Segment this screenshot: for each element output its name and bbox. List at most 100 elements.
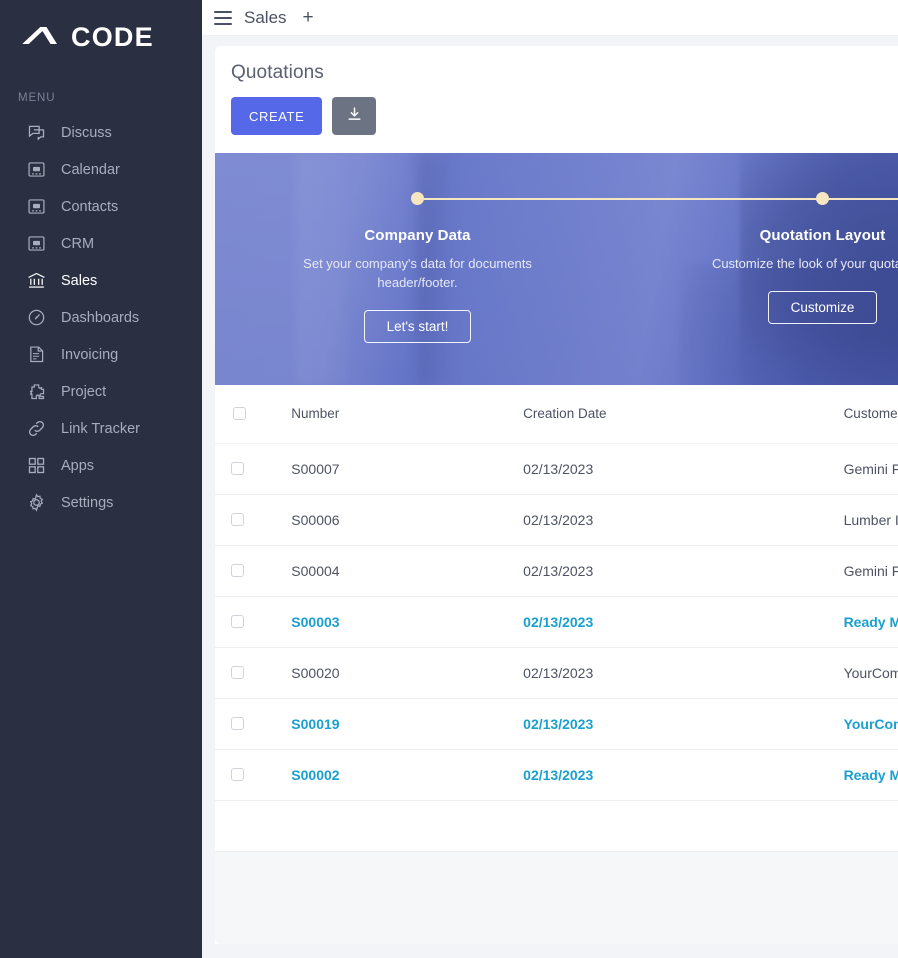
cell-number: S00007	[291, 460, 340, 477]
download-button[interactable]	[332, 97, 377, 135]
cell-creation-date: 02/13/2023	[523, 511, 594, 528]
column-header-number[interactable]: Number	[291, 385, 524, 444]
sidebar-item-apps[interactable]: Apps	[0, 447, 202, 484]
discuss-icon	[26, 122, 47, 143]
download-icon	[346, 106, 363, 126]
sidebar-item-label: Settings	[61, 494, 114, 511]
onboarding-steps: Company Data Set your company's data for…	[215, 153, 898, 385]
table-row[interactable]: S00007 02/13/2023 Gemini Furniture	[215, 443, 898, 494]
row-checkbox[interactable]	[231, 717, 244, 730]
sidebar-item-contacts[interactable]: Contacts	[0, 188, 202, 225]
table-row[interactable]: S00020 02/13/2023 YourCompany, Joel Willis	[215, 647, 898, 698]
sidebar-menu-label: MENU	[18, 92, 56, 104]
row-select-cell	[215, 749, 291, 800]
onboarding-banner: Company Data Set your company's data for…	[215, 153, 898, 385]
table-row[interactable]: S00002 02/13/2023 Ready Mat	[215, 749, 898, 800]
sidebar-item-discuss[interactable]: Discuss	[0, 114, 202, 151]
invoicing-icon	[26, 344, 47, 365]
cell-customer: Ready Mat	[843, 766, 898, 783]
onboarding-step-company-data: Company Data Set your company's data for…	[215, 153, 829, 343]
row-checkbox[interactable]	[231, 513, 244, 526]
cell-customer: Ready Mat	[843, 613, 898, 630]
brand-logo[interactable]: CODE	[0, 0, 202, 74]
row-select-cell	[215, 494, 291, 545]
sidebar-item-label: Calendar	[61, 161, 120, 178]
create-button[interactable]: CREATE	[231, 97, 323, 135]
link-icon	[26, 418, 47, 439]
row-checkbox[interactable]	[231, 615, 244, 628]
gear-icon	[26, 492, 47, 513]
table-row[interactable]: S00004 02/13/2023 Gemini Furniture	[215, 545, 898, 596]
sidebar-item-label: Sales	[61, 272, 98, 289]
table-row[interactable]: S00003 02/13/2023 Ready Mat	[215, 596, 898, 647]
row-checkbox[interactable]	[231, 462, 244, 475]
main-area: Sales + Quotations CREATE	[202, 0, 898, 958]
contacts-icon	[26, 196, 47, 217]
column-header-customer[interactable]: Customer	[843, 385, 898, 444]
crm-icon	[26, 233, 47, 254]
cell-number: S00019	[291, 715, 340, 732]
customize-button[interactable]: Customize	[767, 291, 878, 324]
page-title: Quotations	[231, 62, 324, 83]
sidebar-item-label: Invoicing	[61, 346, 119, 363]
table-row[interactable]: S00006 02/13/2023 Lumber Inc	[215, 494, 898, 545]
step-progress-dot	[816, 192, 898, 205]
step-title: Quotation Layout	[759, 227, 886, 244]
row-checkbox[interactable]	[231, 666, 244, 679]
sidebar-item-calendar[interactable]: Calendar	[0, 151, 202, 188]
cell-customer: YourCompany, Joel Willis	[843, 664, 898, 681]
table-body: S00007 02/13/2023 Gemini Furniture S00006 02…	[215, 443, 898, 852]
cell-number: S00020	[291, 664, 340, 681]
sidebar-item-invoicing[interactable]: Invoicing	[0, 336, 202, 373]
row-checkbox[interactable]	[231, 768, 244, 781]
sidebar-item-project[interactable]: Project	[0, 373, 202, 410]
banner-color-overlay	[215, 153, 898, 385]
quotations-table: Number Creation Date Customer S00007 02/1…	[215, 385, 898, 852]
quotations-table-wrap: Number Creation Date Customer S00007 02/1…	[215, 385, 898, 944]
row-select-cell	[215, 698, 291, 749]
select-all-checkbox[interactable]	[233, 407, 246, 421]
apps-grid-icon	[26, 455, 47, 476]
sidebar-item-link-tracker[interactable]: Link Tracker	[0, 410, 202, 447]
lets-start-button[interactable]: Let's start!	[363, 310, 472, 343]
cell-customer: Gemini Furniture	[843, 460, 898, 477]
cell-creation-date: 02/13/2023	[523, 562, 594, 579]
quotations-card: Quotations CREATE	[215, 46, 898, 944]
cell-creation-date: 02/13/2023	[523, 766, 594, 783]
cell-creation-date: 02/13/2023	[523, 715, 594, 732]
add-tab-button[interactable]: +	[302, 7, 314, 28]
sidebar-item-dashboards[interactable]: Dashboards	[0, 299, 202, 336]
row-select-cell	[215, 596, 291, 647]
step-title: Company Data	[364, 227, 471, 244]
card-footer-area	[215, 851, 898, 944]
cell-customer: YourCompany, Joel Willis	[843, 715, 898, 732]
cell-customer: Gemini Furniture	[843, 562, 898, 579]
cell-creation-date: 02/13/2023	[523, 664, 594, 681]
cell-number: S00003	[291, 613, 340, 630]
sidebar-item-label: Discuss	[61, 124, 112, 141]
content-region: Quotations CREATE	[202, 36, 898, 944]
sales-bank-icon	[26, 270, 47, 291]
table-row[interactable]: S00019 02/13/2023 YourCompany, Joel Willis	[215, 698, 898, 749]
cell-customer: Lumber Inc	[843, 511, 898, 528]
select-all-cell	[215, 385, 292, 444]
card-header: Quotations CREATE	[215, 46, 898, 153]
project-icon	[26, 381, 47, 402]
sidebar-item-sales[interactable]: Sales	[0, 262, 202, 299]
sidebar-item-label: CRM	[61, 235, 95, 252]
hamburger-icon[interactable]	[214, 10, 232, 25]
step-progress-dot	[411, 192, 829, 205]
code-chevrons-icon	[26, 24, 60, 50]
column-header-creation-date[interactable]: Creation Date	[523, 385, 844, 444]
sidebar-item-crm[interactable]: CRM	[0, 225, 202, 262]
sidebar-item-label: Link Tracker	[61, 420, 140, 437]
step-description: Customize the look of your quotations.	[711, 256, 898, 271]
topbar-title: Sales	[244, 7, 287, 27]
sidebar: CODE MENU Discuss Calendar Contacts CRM …	[0, 0, 202, 958]
cell-number: S00004	[291, 562, 340, 579]
step-description: Set your company's data for documents he…	[303, 256, 532, 290]
sidebar-item-settings[interactable]: Settings	[0, 484, 202, 521]
cell-creation-date: 02/13/2023	[523, 613, 594, 630]
row-checkbox[interactable]	[231, 564, 244, 577]
